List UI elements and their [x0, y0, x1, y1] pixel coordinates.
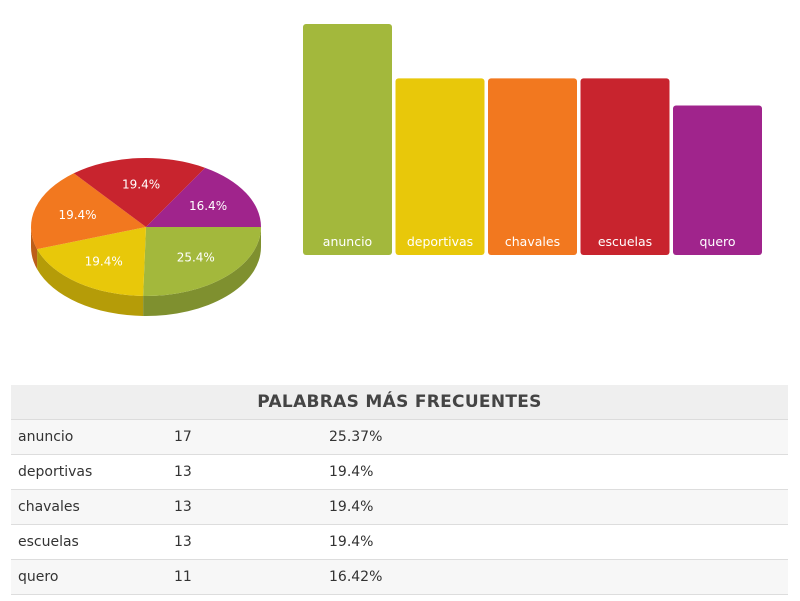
- percent-cell: 19.4%: [329, 499, 374, 515]
- table-row: deportivas 13 19.4%: [11, 455, 788, 490]
- count-cell: 13: [174, 534, 192, 550]
- table-title: PALABRAS MÁS FRECUENTES: [11, 385, 788, 420]
- percent-cell: 25.37%: [329, 429, 383, 445]
- bar-label-anuncio: anuncio: [323, 234, 372, 249]
- count-cell: 13: [174, 499, 192, 515]
- bar-anuncio: [303, 24, 392, 255]
- pie-side-deportivas: [37, 249, 144, 316]
- pie-slice-deportivas: [37, 227, 146, 296]
- percent-cell: 19.4%: [329, 464, 374, 480]
- percent-cell: 16.42%: [329, 569, 383, 585]
- count-cell: 11: [174, 569, 192, 585]
- pie-side-anuncio: [143, 227, 261, 316]
- pie-slice-escuelas: [73, 158, 206, 227]
- word-cell: chavales: [18, 499, 80, 515]
- bar-escuelas: [580, 78, 670, 256]
- word-cell: escuelas: [18, 534, 79, 550]
- bar-label-escuelas: escuelas: [598, 234, 652, 249]
- pie-label-chavales: 19.4%: [58, 208, 96, 222]
- pie-label-deportivas: 19.4%: [85, 254, 123, 268]
- bar-chavales: [488, 78, 577, 256]
- pie-slice-chavales: [30, 173, 147, 250]
- word-cell: quero: [18, 569, 59, 585]
- pie-slice-anuncio: [143, 227, 261, 296]
- word-cell: deportivas: [18, 464, 93, 480]
- word-cell: anuncio: [18, 429, 74, 445]
- bar-label-deportivas: deportivas: [407, 234, 473, 249]
- table-row: quero 11 16.42%: [11, 560, 788, 595]
- bar-quero: [673, 105, 762, 255]
- percent-cell: 19.4%: [329, 534, 374, 550]
- charts-area: 25.4% 19.4% 19.4% 19.4% 16.4% anuncio deporti…: [30, 24, 762, 316]
- frequency-table: PALABRAS MÁS FRECUENTES anuncio 17 25.37% d…: [11, 385, 788, 595]
- pie-label-anuncio: 25.4%: [177, 251, 215, 265]
- count-cell: 13: [174, 464, 192, 480]
- pie-label-escuelas: 19.4%: [122, 177, 160, 191]
- bar-deportivas: [395, 78, 485, 256]
- table-row: escuelas 13 19.4%: [11, 525, 788, 560]
- table-row: chavales 13 19.4%: [11, 490, 788, 525]
- bar-label-chavales: chavales: [505, 234, 560, 249]
- table-row: anuncio 17 25.37%: [11, 420, 788, 455]
- pie-label-quero: 16.4%: [189, 199, 227, 213]
- bar-label-quero: quero: [699, 234, 735, 249]
- table-body: anuncio 17 25.37% deportivas 13 19.4% chavales…: [11, 420, 788, 595]
- count-cell: 17: [174, 429, 192, 445]
- pie-slice-quero: [146, 167, 261, 227]
- pie-side-chavales: [31, 227, 38, 270]
- bar-chart: anuncio deportivas chavales escuelas quero: [303, 24, 762, 256]
- pie-chart: 25.4% 19.4% 19.4% 19.4% 16.4%: [30, 158, 261, 316]
